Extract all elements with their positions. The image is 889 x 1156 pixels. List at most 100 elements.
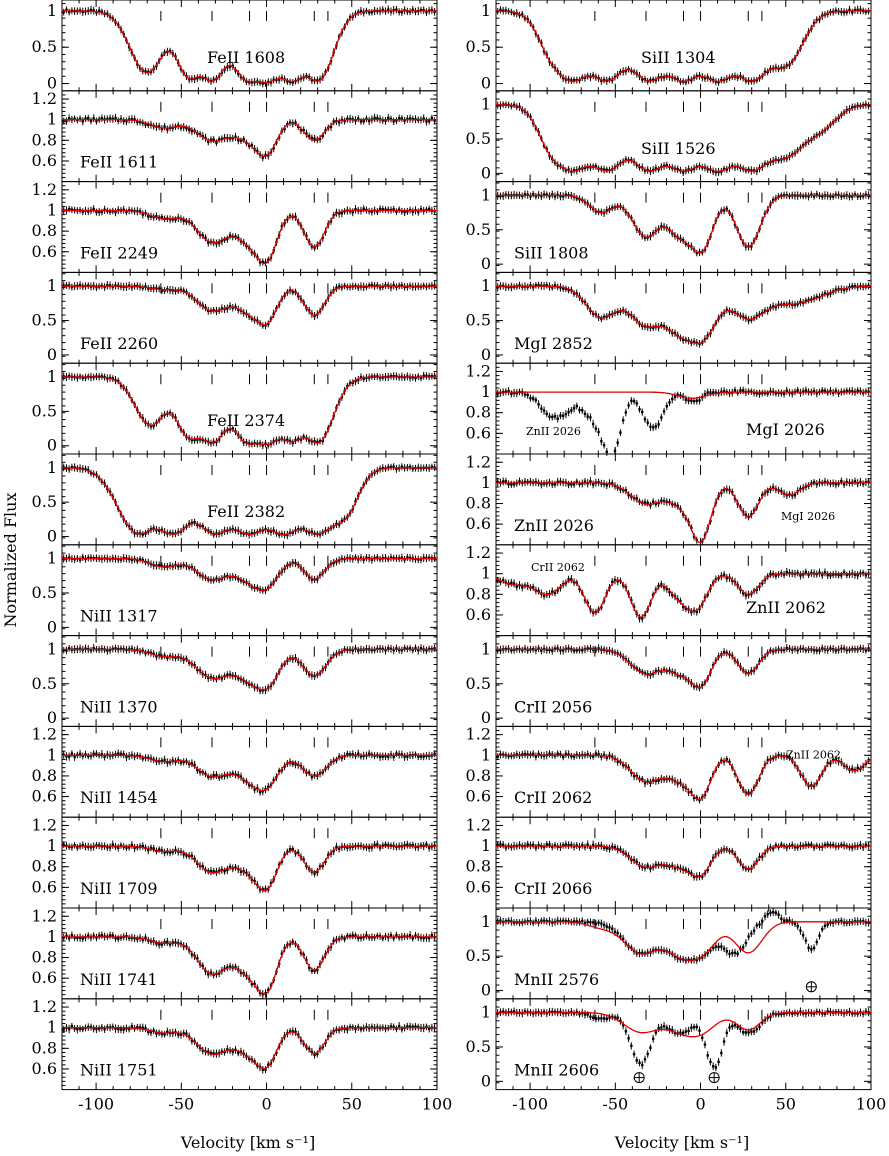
data-point [403,558,406,561]
data-point [417,649,420,652]
data-point [403,755,406,759]
panel-niii-1454: 0.6 0.8 11.2 NiII 1454 [32,725,438,818]
data-point [387,466,390,469]
data-point [343,1027,346,1031]
data-point [87,754,90,758]
data-point [223,307,226,311]
data-point [209,869,213,873]
data-point [332,1029,335,1033]
data-point [864,10,868,13]
data-point [842,11,846,14]
data-point [226,307,229,310]
data-point [226,1048,229,1051]
data-point [376,116,379,120]
data-point [397,10,401,14]
data-point [144,651,147,655]
data-point [119,558,123,561]
data-point [114,1027,117,1030]
y-tick-label: 0 [47,74,57,93]
data-point [125,846,128,849]
data-point [354,379,357,383]
data-point [337,212,341,215]
data-point [351,211,354,214]
data-point [427,556,431,560]
data-point [73,1027,76,1030]
data-point [73,844,76,847]
data-point [168,564,172,567]
panel-label: SiII 1304 [641,48,716,67]
data-point [340,650,344,654]
data-point [403,844,406,847]
data-point [247,783,251,787]
data-point [392,1025,395,1029]
data-point [81,120,84,123]
y-tick-label: 1 [47,200,57,219]
data-point [157,529,161,532]
data-point [193,77,196,81]
data-point [357,936,360,940]
data-point [163,125,166,128]
data-point [201,865,204,868]
data-point [845,10,848,14]
data-point [155,942,158,945]
model-fit-line [496,10,871,83]
data-point [389,117,393,121]
data-point [70,934,74,937]
data-point [89,1025,93,1029]
data-point [245,244,248,248]
data-point [152,847,155,850]
data-point [239,75,243,79]
data-point [231,137,234,140]
data-point [147,1030,150,1034]
data-point [408,1025,412,1028]
data-point [521,13,524,16]
data-point [144,532,147,535]
data-point [141,558,144,562]
data-point [387,8,390,11]
data-point [310,969,314,972]
data-point [130,647,134,650]
data-point [411,8,414,11]
data-point [73,466,76,469]
data-point [258,888,262,891]
data-point [859,8,862,12]
data-point [97,9,101,12]
panel-feii-2260: 0 0.5 1 FeII 2260 [32,271,438,364]
data-point [381,208,384,211]
data-point [138,650,142,653]
data-point [589,75,592,79]
data-point [179,530,183,533]
data-point [89,119,93,123]
data-point [313,246,316,249]
data-point [307,673,311,676]
data-point [78,752,82,756]
data-point [152,1029,155,1032]
data-point [207,1050,210,1053]
model-fit-line [62,376,437,446]
data-point [190,222,194,225]
data-point [166,128,169,131]
x-tick-label: 0 [261,1095,271,1114]
data-point [327,853,330,857]
data-point [198,233,202,237]
data-point [179,564,183,568]
data-point [196,438,199,441]
panel-feii-2374: 0 0.5 1 FeII 2374 [32,362,438,455]
data-point [641,78,644,81]
data-point [168,49,172,53]
y-tick-label: 1.2 [32,997,57,1016]
data-point [370,11,374,14]
data-point [302,953,305,957]
data-point [406,117,409,121]
data-point [127,936,131,940]
data-point [299,129,303,132]
data-point [152,424,155,428]
data-point [168,531,172,535]
y-tick-label: 0 [47,345,57,364]
data-point [288,848,292,851]
data-point [348,934,352,938]
data-point [286,659,289,662]
data-point [168,851,172,854]
data-point [310,78,314,82]
